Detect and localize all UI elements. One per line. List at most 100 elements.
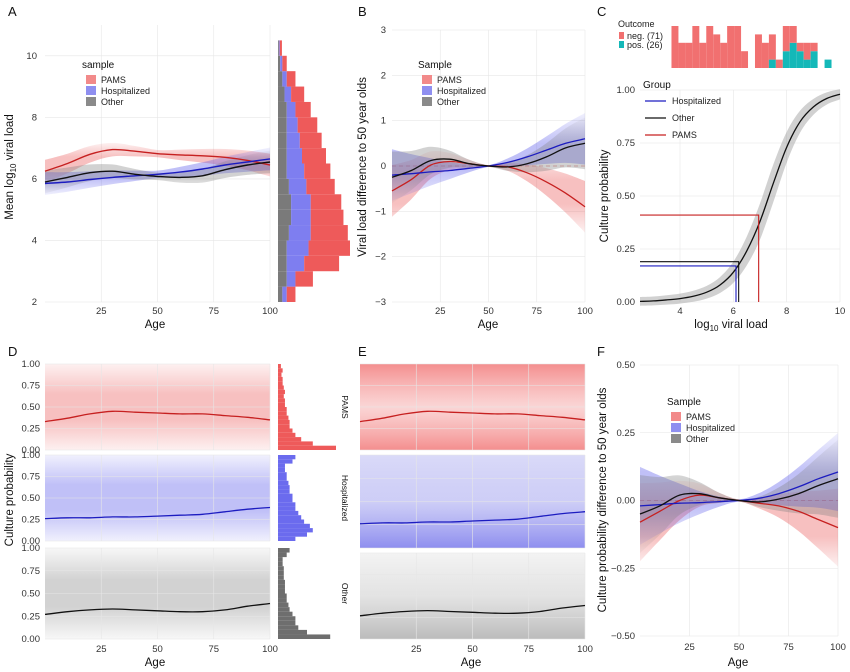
panel-a: 25 50 75 100 2 4 6 8 10 sample PAMSHospitalizedOth… xyxy=(26,25,350,317)
a-hist-other xyxy=(278,132,287,149)
a-hist-other xyxy=(278,148,287,164)
b-ytick: 0 xyxy=(381,161,386,172)
c-hist-neg xyxy=(685,42,693,68)
c-ytick: 0.00 xyxy=(617,297,636,308)
d-hist-bar xyxy=(278,459,293,464)
c-hist-neg xyxy=(782,26,790,52)
panel-letter-a: A xyxy=(8,4,17,19)
d-ytick: 1.00 xyxy=(22,450,41,461)
d-ytick: 0.50 xyxy=(22,589,41,600)
c-curve-band xyxy=(640,89,840,306)
b-xtick: 25 xyxy=(435,306,446,317)
line-hospitalized xyxy=(44,158,271,185)
d-ytick: 1.00 xyxy=(22,543,41,554)
c-hist-neg xyxy=(775,59,783,68)
d-hist-bar xyxy=(278,493,293,498)
legend-entry: Hospitalized xyxy=(686,423,735,433)
d-hist-bar xyxy=(278,407,287,412)
c-hist-neg xyxy=(768,34,776,60)
a-hist-hosp xyxy=(286,132,300,149)
a-ytick: 8 xyxy=(32,112,37,123)
d-hist-bar xyxy=(278,528,313,533)
f-xtick: 100 xyxy=(830,642,846,653)
legend-title: Sample xyxy=(667,397,701,408)
d-ytick: 0.50 xyxy=(22,493,41,504)
panel-letter-d: D xyxy=(8,344,17,359)
c-hist-pos xyxy=(768,59,776,68)
legend-swatch xyxy=(86,86,96,95)
c-ytick: 0.75 xyxy=(617,138,636,149)
e-xtick: 50 xyxy=(467,644,478,655)
d-hist-bar xyxy=(278,510,299,516)
b-xtick: 100 xyxy=(577,306,593,317)
a-hist-other xyxy=(278,40,279,56)
a-hist-pams xyxy=(299,132,322,149)
f-ylabel: Culture probability difference to 50 yea… xyxy=(597,387,609,612)
d-hist-bar xyxy=(278,566,284,571)
a-hist-pams xyxy=(308,240,350,256)
a-hist-other xyxy=(278,240,287,256)
line-other xyxy=(44,161,271,183)
a-hist-pams xyxy=(302,148,326,164)
c-ref-other xyxy=(640,261,740,302)
d-hist-bar xyxy=(278,584,285,589)
a-hist-hosp xyxy=(278,40,280,56)
a-hist-pams xyxy=(310,194,342,210)
panel-letter-e: E xyxy=(358,344,367,359)
d-hist-bar xyxy=(278,498,293,503)
d-hist-bar xyxy=(278,372,282,377)
b-ytick: 2 xyxy=(381,70,386,81)
c-hist-neg xyxy=(803,42,811,60)
c-hist-neg xyxy=(741,51,749,68)
d-hist-bar xyxy=(278,616,296,621)
c-hist-pos xyxy=(789,42,797,68)
c-hist-neg xyxy=(678,42,686,68)
a-hist-other xyxy=(278,255,287,272)
panel-c: 4 6 8 10 0.00 0.25 0.50 0.75 1.00 GroupHospitaliz… xyxy=(617,19,846,317)
legend-swatch xyxy=(422,86,432,95)
e-xtick: 100 xyxy=(577,644,593,655)
c-outcome-swatch-pos xyxy=(619,41,624,48)
b-xlabel: Age xyxy=(478,319,498,331)
d-hist-bar xyxy=(278,489,290,494)
c-hist-pos xyxy=(782,51,790,68)
d-hist-bar xyxy=(278,445,336,450)
c-hist-neg xyxy=(671,26,679,68)
a-hist-pams xyxy=(295,101,311,118)
d-ytick: 0.00 xyxy=(22,445,41,456)
d-hist-bar xyxy=(278,411,287,416)
legend-swatch xyxy=(86,75,96,84)
e-xlabel: Age xyxy=(461,657,481,669)
d-hist-bar xyxy=(278,620,296,626)
a-hist-hosp xyxy=(291,194,311,210)
d-hist-bar xyxy=(278,634,331,639)
d-hist-bar xyxy=(278,523,310,529)
d-ytick: 0.00 xyxy=(22,634,41,645)
d-hist-bar xyxy=(278,424,290,429)
a-hist-pams xyxy=(279,40,282,56)
c-hist-pos xyxy=(824,59,832,68)
c-outcome-title: Outcome xyxy=(618,19,655,29)
a-xlabel: Age xyxy=(145,319,165,331)
a-hist-hosp xyxy=(286,255,305,272)
d-xtick: 75 xyxy=(208,644,219,655)
d-ytick: 0.25 xyxy=(22,424,41,435)
a-hist-other xyxy=(278,86,285,102)
d-hist-bar xyxy=(278,552,287,558)
a-hist-other xyxy=(278,178,289,195)
d-ytick: 1.00 xyxy=(22,359,41,370)
d-hist-bar xyxy=(278,602,289,608)
d-hist-bar xyxy=(278,532,307,537)
d-ytick: 0.75 xyxy=(22,381,41,392)
d-hist-bar xyxy=(278,364,281,369)
d-hist-bar xyxy=(278,519,305,524)
legend-entry: PAMS xyxy=(437,75,462,85)
c-hist-neg xyxy=(713,34,721,68)
c-ytick: 1.00 xyxy=(617,85,636,96)
a-hist-hosp xyxy=(288,225,311,241)
a-hist-other xyxy=(278,286,283,302)
d-hist-bar xyxy=(278,557,283,562)
a-hist-pams xyxy=(291,86,305,102)
c-xtick: 6 xyxy=(731,306,736,317)
e-line-hospitalized xyxy=(359,511,586,525)
